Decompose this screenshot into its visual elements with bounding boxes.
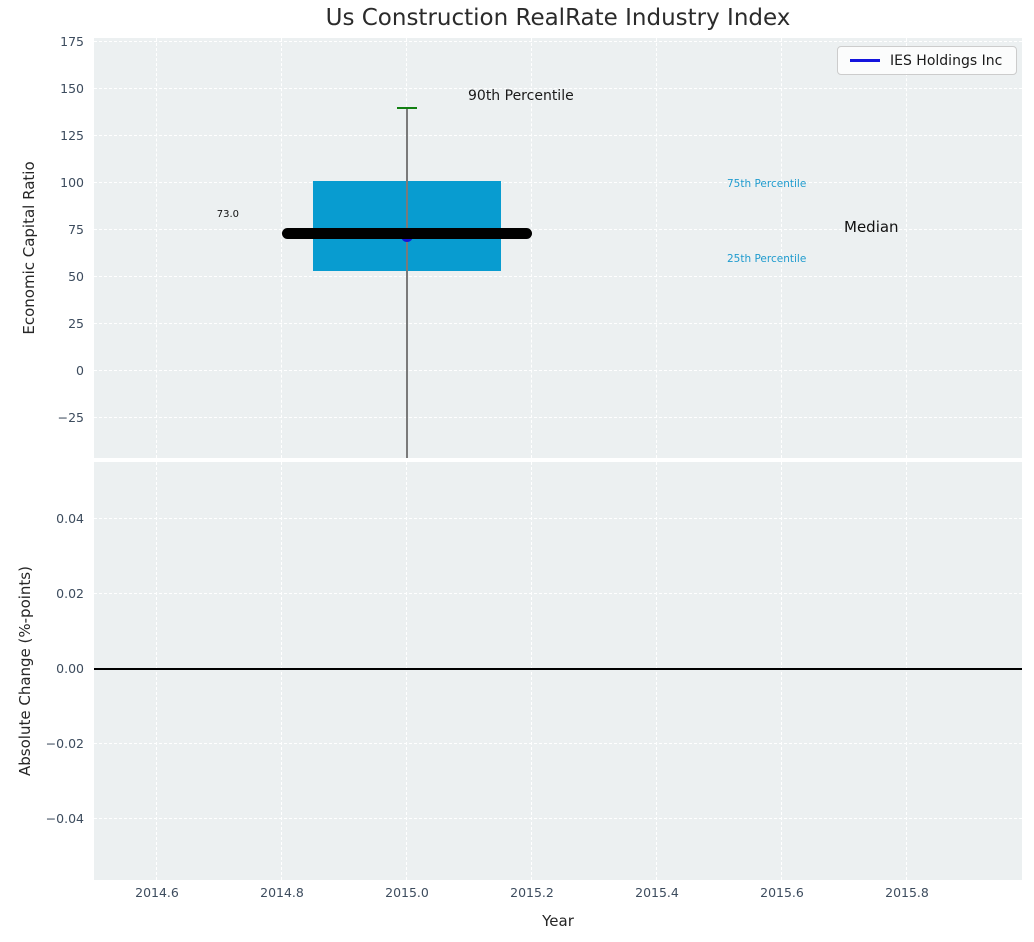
annotation-75th-percentile: 75th Percentile xyxy=(727,178,807,190)
chart-title: Us Construction RealRate Industry Index xyxy=(325,5,791,31)
grid-line xyxy=(406,462,408,880)
grid-line xyxy=(281,462,283,880)
grid-line xyxy=(94,41,1022,43)
grid-line xyxy=(94,229,1022,231)
grid-line xyxy=(281,38,283,458)
bottom-axes xyxy=(94,462,1022,880)
annotation-median-value: 73.0 xyxy=(216,209,239,220)
annotation-90th-percentile: 90th Percentile xyxy=(468,88,574,104)
grid-line xyxy=(531,462,533,880)
grid-line xyxy=(94,182,1022,184)
grid-line xyxy=(94,417,1022,419)
y-tick-label: −25 xyxy=(57,410,84,425)
grid-line xyxy=(656,38,658,458)
x-tick-label: 2015.2 xyxy=(510,885,554,900)
x-axis-label: Year xyxy=(542,912,574,930)
y-tick-label: 150 xyxy=(60,81,84,96)
annotation-median: Median xyxy=(844,218,899,236)
grid-line xyxy=(94,88,1022,90)
grid-line xyxy=(94,817,1022,819)
legend-label: IES Holdings Inc xyxy=(890,52,1003,69)
grid-line xyxy=(156,462,158,880)
y-tick-label: 125 xyxy=(60,128,84,143)
grid-line xyxy=(94,742,1022,744)
grid-line xyxy=(906,38,908,458)
x-tick-label: 2015.8 xyxy=(885,885,929,900)
zero-reference-line xyxy=(94,667,1022,670)
grid-line xyxy=(781,462,783,880)
whisker-line xyxy=(406,107,408,458)
grid-line xyxy=(656,462,658,880)
grid-line xyxy=(906,462,908,880)
x-tick-label: 2015.0 xyxy=(385,885,429,900)
y-tick-label: 25 xyxy=(68,316,84,331)
y-tick-label: 0.04 xyxy=(56,510,84,526)
x-tick-label: 2014.8 xyxy=(260,885,304,900)
grid-line xyxy=(531,38,533,458)
grid-line xyxy=(94,517,1022,519)
grid-line xyxy=(781,38,783,458)
grid-line xyxy=(156,38,158,458)
x-tick-label: 2014.6 xyxy=(135,885,179,900)
p90-whisker-cap xyxy=(397,106,417,110)
x-tick-label: 2015.6 xyxy=(760,885,804,900)
y-tick-label: 0.02 xyxy=(56,585,84,601)
annotation-25th-percentile: 25th Percentile xyxy=(727,253,807,265)
grid-line xyxy=(94,276,1022,278)
grid-line xyxy=(94,370,1022,372)
grid-line xyxy=(94,592,1022,594)
top-axes: 90th Percentile 73.0 75th Percentile Med… xyxy=(94,38,1022,458)
x-tick-label: 2015.4 xyxy=(635,885,679,900)
y-tick-label: 50 xyxy=(68,269,84,284)
grid-line xyxy=(94,135,1022,137)
y-tick-label: −0.02 xyxy=(45,735,84,751)
y-tick-label: 0.00 xyxy=(56,660,84,676)
median-line xyxy=(282,228,532,240)
y-tick-label: 75 xyxy=(68,222,84,237)
grid-line xyxy=(94,323,1022,325)
y-tick-label: −0.04 xyxy=(45,810,84,826)
y-tick-label: 100 xyxy=(60,175,84,190)
y-tick-label: 175 xyxy=(60,34,84,49)
legend-line-sample xyxy=(850,59,880,62)
legend: IES Holdings Inc xyxy=(837,46,1017,75)
y-tick-label: 0 xyxy=(76,363,84,378)
